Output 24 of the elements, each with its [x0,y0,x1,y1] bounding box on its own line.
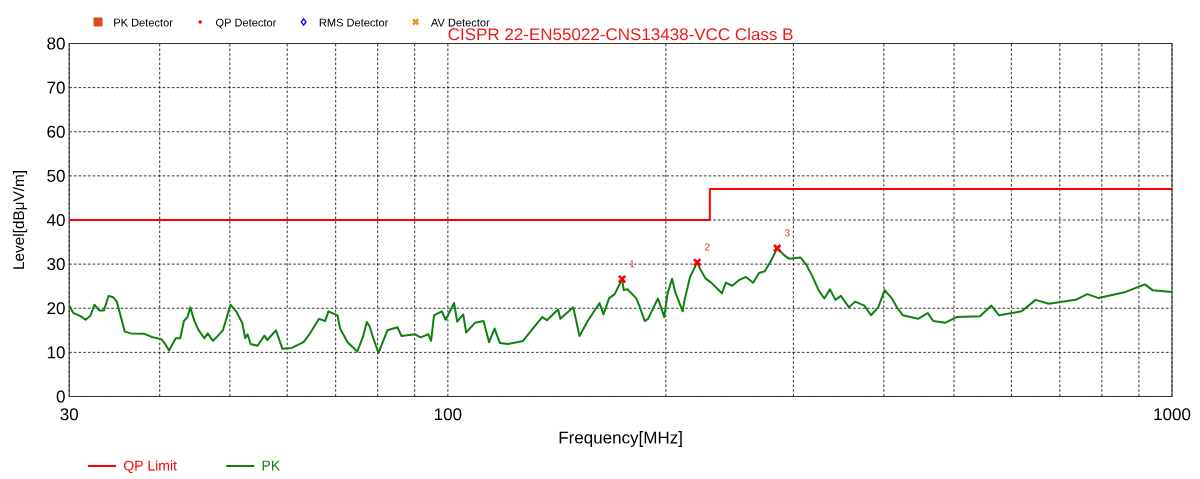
y-tick-label: 60 [47,125,65,138]
y-tick-label: 80 [47,37,65,50]
x-axis-title: Frequency[MHz] [559,431,682,447]
y-tick-label: 70 [47,81,65,94]
y-axis-title: Level[dBμV/m] [12,171,28,269]
legend-label: RMS Detector [319,18,389,27]
y-tick-label: 0 [56,390,65,403]
legend-label: QP Detector [215,18,277,29]
legend-label: AV Detector [430,18,490,27]
y-tick-label: 30 [47,258,65,271]
legend-label: QP Limit [123,460,177,474]
x-tick-label: 30 [60,408,78,421]
y-tick-label: 40 [46,213,65,227]
x-tick-label: 1000 [1154,408,1191,421]
y-tick-label: 50 [47,169,65,182]
annotation: 1 [630,260,635,268]
y-tick-label: 20 [47,302,65,315]
chart-title: CISPR 22-EN55022-CNS13438-VCC Class B [448,27,793,41]
x-tick-label: 100 [434,408,462,421]
annotation: 2 [704,243,710,251]
legend-label: PK Detector [114,18,173,27]
legend-label: PK [262,460,280,471]
annotation: 3 [784,229,790,237]
y-tick-label: 10 [47,346,65,359]
